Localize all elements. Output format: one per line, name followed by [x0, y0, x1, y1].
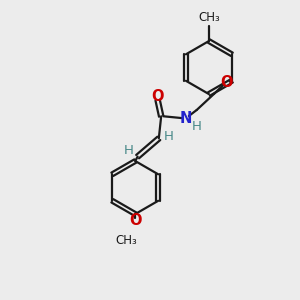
Text: H: H [192, 120, 201, 134]
Text: N: N [179, 111, 191, 126]
Text: O: O [129, 213, 142, 228]
Text: H: H [124, 144, 134, 157]
Text: O: O [152, 89, 164, 104]
Text: CH₃: CH₃ [116, 234, 137, 247]
Text: CH₃: CH₃ [198, 11, 220, 24]
Text: H: H [163, 130, 173, 143]
Text: O: O [220, 75, 233, 90]
